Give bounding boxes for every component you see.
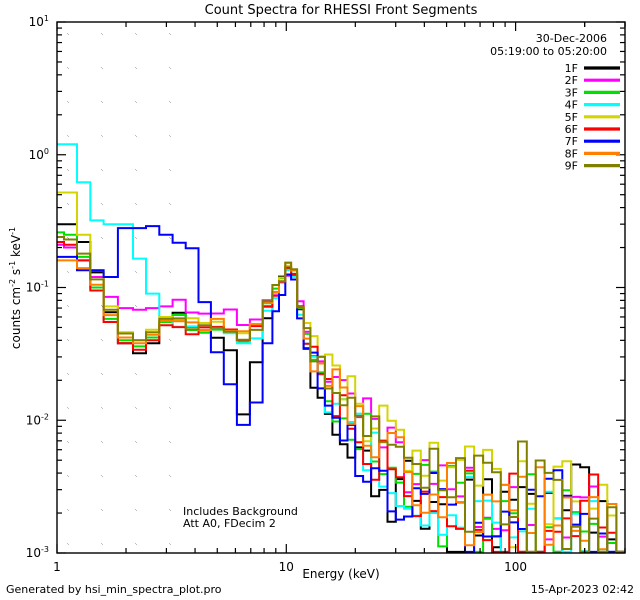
svg-text:counts cm-2 s-1 keV-1: counts cm-2 s-1 keV-1: [8, 227, 23, 349]
x-tick-label: 100: [504, 560, 527, 574]
plot-annotation: Includes Background Att A0, FDecim 2: [183, 505, 298, 530]
legend-label-2f: 2F: [565, 74, 578, 87]
legend-label-1f: 1F: [565, 62, 578, 75]
hatch-region: [57, 22, 173, 553]
legend-label-7f: 7F: [565, 135, 578, 148]
y-label-part-3: -1: [8, 261, 17, 269]
spectrum-series-7f: [57, 225, 625, 553]
x-axis-label: Energy (keV): [302, 567, 379, 581]
legend-label-4f: 4F: [565, 99, 578, 112]
legend-label-8f: 8F: [565, 147, 578, 160]
y-tick-label: 101: [29, 14, 49, 29]
y-label-part-0: counts cm: [9, 287, 23, 349]
legend-label-3f: 3F: [565, 86, 578, 99]
legend-date: 30-Dec-2006: [536, 32, 607, 45]
footer-generator: Generated by hsi_min_spectra_plot.pro: [6, 583, 222, 596]
y-tick-label: 100: [29, 147, 49, 162]
annotation-line-2: Att A0, FDecim 2: [183, 517, 276, 530]
y-label-part-4: keV: [9, 234, 23, 261]
legend-label-6f: 6F: [565, 123, 578, 136]
page-title: Count Spectra for RHESSI Front Segments: [205, 3, 478, 18]
annotation-line-1: Includes Background: [183, 505, 298, 518]
y-tick-label: 10-1: [26, 280, 49, 295]
y-tick-label: 10-2: [26, 412, 49, 427]
legend-time-range: 05:19:00 to 05:20:00: [490, 45, 607, 58]
legend: 30-Dec-2006 05:19:00 to 05:20:00 1F2F3F4…: [490, 32, 620, 173]
axes-frame: 1 10 100 101 100 10-1 10-2 10-3: [26, 14, 626, 574]
legend-label-5f: 5F: [565, 111, 578, 124]
y-label-part-2: s: [9, 269, 23, 279]
spectra-curves: [57, 143, 625, 553]
y-axis-label: counts cm-2 s-1 keV-1: [8, 227, 23, 349]
y-label-part-5: -1: [8, 227, 17, 235]
y-tick-label: 10-3: [26, 545, 49, 560]
footer-timestamp: 15-Apr-2023 02:42: [531, 583, 634, 596]
x-tick-label: 1: [53, 560, 61, 574]
y-label-part-1: -2: [8, 279, 17, 287]
spectrum-series-9f: [57, 236, 625, 553]
legend-label-9f: 9F: [565, 160, 578, 173]
x-tick-label: 10: [279, 560, 294, 574]
